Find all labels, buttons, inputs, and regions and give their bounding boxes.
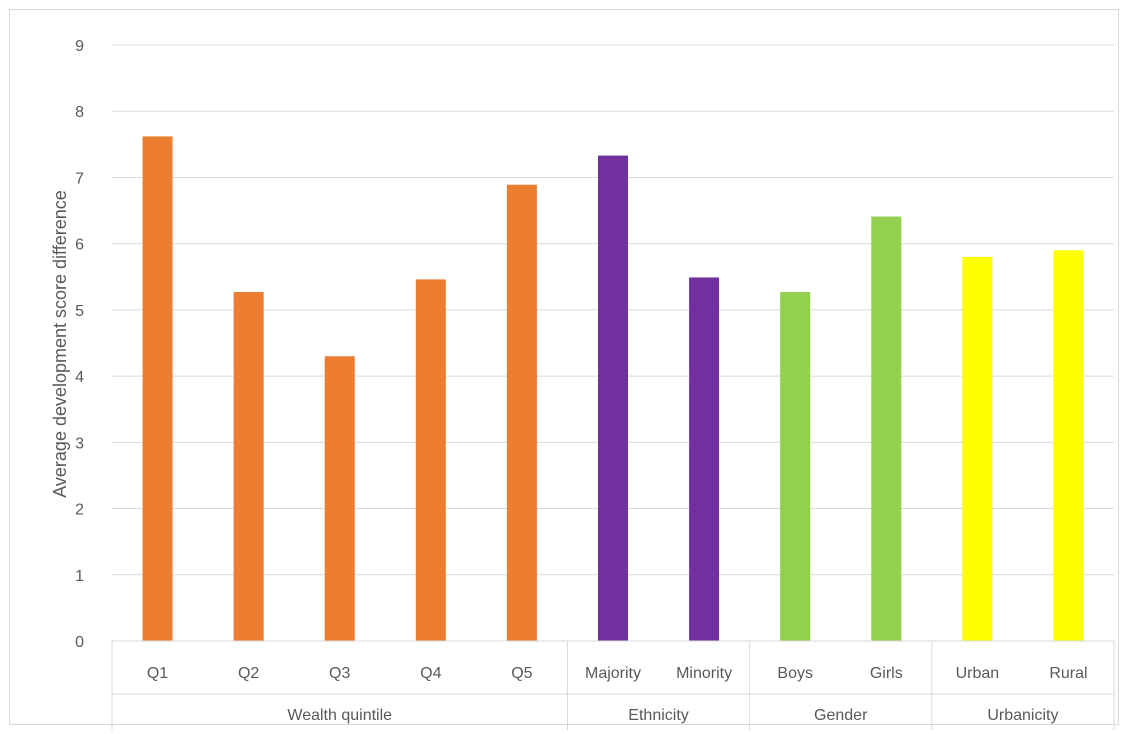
bars	[142, 136, 1084, 642]
gridlines	[112, 44, 1114, 576]
chart-frame	[9, 9, 1119, 725]
group-label: Wealth quintile	[287, 707, 392, 724]
bar-q2	[233, 292, 264, 641]
y-tick-label: 7	[75, 170, 84, 187]
x-tick-label: Boys	[777, 665, 813, 682]
x-axis: Q1 Q2 Q3 Q4 Q5 Majority Minority Boys Girls Urban…	[111, 640, 1115, 730]
bar-urban	[962, 256, 993, 641]
y-tick-label: 2	[75, 502, 84, 519]
y-tick-label: 1	[75, 568, 84, 585]
y-tick-label: 4	[75, 369, 84, 386]
bar-q1	[142, 136, 173, 642]
bar-q3	[324, 356, 355, 641]
y-axis-ticks: 0 1 2 3 4 5 6 7 8 9	[75, 38, 84, 651]
y-axis-label: Average development score difference	[50, 190, 70, 498]
group-label: Urbanicity	[987, 707, 1058, 724]
bar-majority	[598, 155, 628, 641]
bar-rural	[1053, 250, 1084, 642]
bar-boys	[780, 292, 811, 641]
y-tick-label: 8	[75, 104, 84, 121]
y-tick-label: 6	[75, 237, 84, 254]
bar-minority	[689, 277, 720, 641]
group-label: Ethnicity	[628, 707, 688, 724]
y-tick-label: 9	[75, 38, 84, 55]
x-tick-label: Girls	[870, 665, 903, 682]
x-tick-label: Q3	[329, 665, 350, 682]
x-tick-label: Urban	[956, 665, 1000, 682]
x-tick-label: Minority	[676, 665, 732, 682]
x-tick-label: Majority	[585, 665, 641, 682]
bar-q5	[506, 184, 537, 641]
bar-q4	[415, 279, 446, 641]
bar-girls	[871, 216, 902, 641]
x-tick-label: Q1	[147, 665, 168, 682]
y-tick-label: 5	[75, 303, 84, 320]
group-label: Gender	[814, 707, 868, 724]
x-tick-label: Rural	[1049, 665, 1087, 682]
y-tick-label: 3	[75, 435, 84, 452]
x-tick-label: Q5	[511, 665, 532, 682]
x-tick-label: Q2	[238, 665, 259, 682]
x-tick-label: Q4	[420, 665, 441, 682]
y-tick-label: 0	[75, 634, 84, 651]
